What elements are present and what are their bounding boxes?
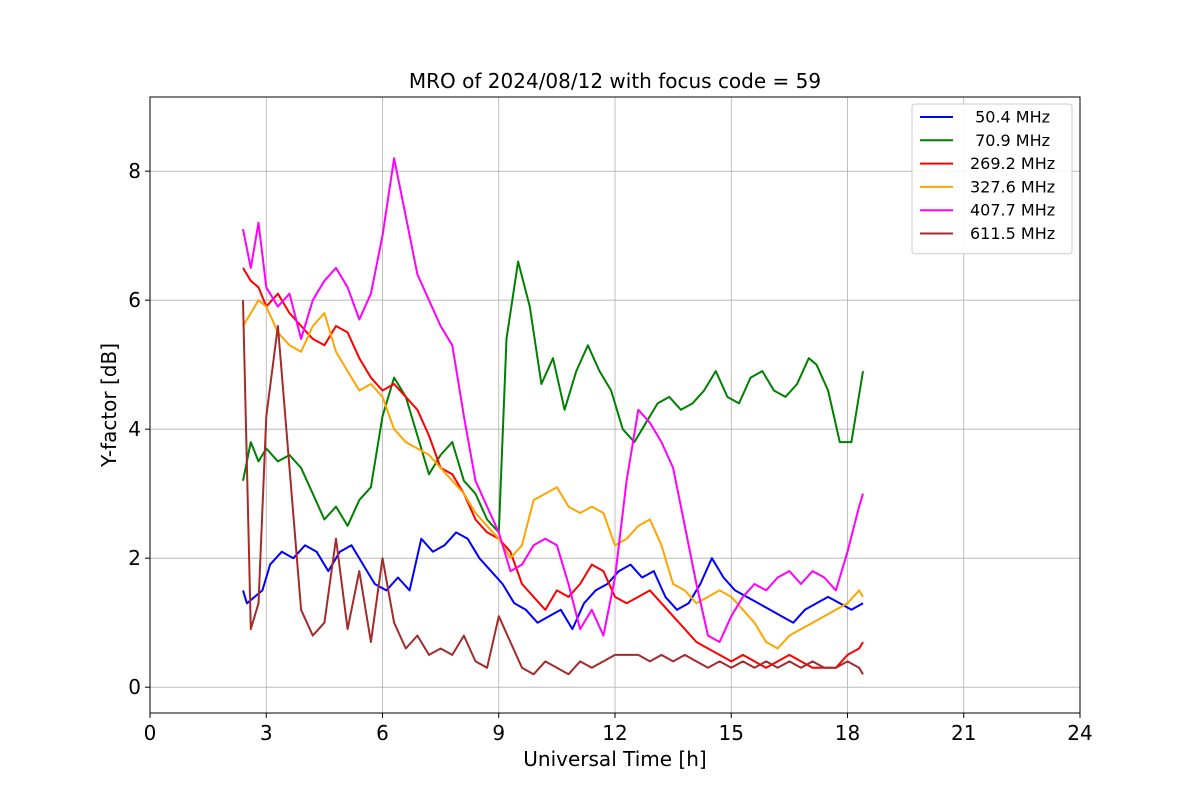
series-line-1	[242, 260, 864, 534]
y-axis-label: Y-factor [dB]	[97, 343, 121, 468]
series-layer	[242, 157, 864, 676]
legend-label: 70.9 MHz	[970, 131, 1050, 150]
series-line-3	[242, 299, 864, 650]
y-tick-label: 6	[128, 288, 141, 312]
x-tick-label: 24	[1067, 721, 1092, 745]
x-tick-label: 21	[951, 721, 976, 745]
x-tick-label: 6	[376, 721, 389, 745]
x-axis-label: Universal Time [h]	[523, 747, 706, 771]
y-tick-label: 4	[128, 417, 141, 441]
series-line-5	[242, 300, 864, 676]
x-axis: 0 3 6 9 12 15 18 21 24	[144, 713, 1093, 745]
legend-label: 50.4 MHz	[970, 108, 1050, 127]
y-axis: 0 2 4 6 8	[128, 159, 150, 699]
series-line-0	[242, 531, 864, 631]
y-tick-label: 2	[128, 546, 141, 570]
x-tick-label: 15	[719, 721, 744, 745]
legend-label: 407.7 MHz	[970, 201, 1055, 220]
x-tick-label: 9	[492, 721, 505, 745]
series-line-4	[242, 157, 864, 643]
x-tick-label: 0	[144, 721, 157, 745]
series-line-2	[242, 267, 864, 669]
y-tick-label: 0	[128, 675, 141, 699]
chart-title: MRO of 2024/08/12 with focus code = 59	[409, 69, 821, 93]
legend-label: 269.2 MHz	[970, 154, 1055, 173]
x-tick-label: 3	[260, 721, 273, 745]
x-tick-label: 18	[835, 721, 860, 745]
legend-box	[911, 103, 1073, 255]
legend-label: 611.5 MHz	[970, 224, 1055, 243]
y-tick-label: 8	[128, 159, 141, 183]
legend: 50.4 MHz 70.9 MHz 269.2 MHz 327.6 MHz 407.7…	[911, 103, 1073, 255]
x-tick-label: 12	[602, 721, 627, 745]
legend-label: 327.6 MHz	[970, 177, 1055, 196]
